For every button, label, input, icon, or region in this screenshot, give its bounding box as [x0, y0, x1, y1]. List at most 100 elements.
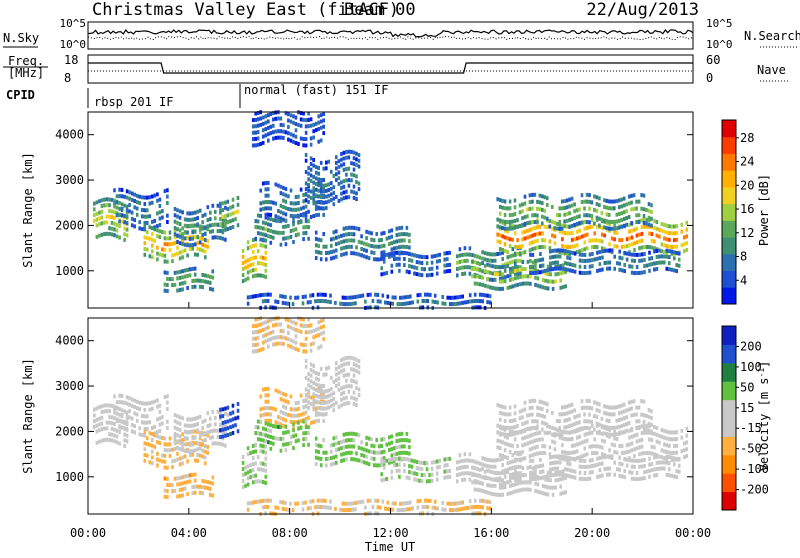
power-heatmap-cells — [93, 110, 689, 310]
power-cell — [528, 248, 532, 253]
velocity-cell — [337, 376, 341, 381]
power-cell — [133, 192, 136, 197]
velocity-cell — [590, 423, 594, 428]
velocity-cell — [613, 472, 616, 477]
power-cell — [254, 225, 257, 229]
velocity-cell — [658, 433, 661, 438]
velocity-cell — [576, 442, 579, 447]
velocity-cell — [357, 370, 361, 375]
velocity-cell — [342, 390, 346, 395]
power-cell — [304, 213, 308, 218]
power-cell — [204, 243, 207, 248]
power-cell — [140, 208, 144, 212]
velocity-cell — [251, 480, 255, 485]
power-cell — [294, 233, 298, 238]
power-cell — [264, 244, 268, 249]
power-cell — [571, 244, 574, 249]
velocity-cell — [105, 403, 109, 408]
velocity-cell — [541, 437, 544, 442]
power-cell — [613, 219, 616, 224]
power-cell — [319, 238, 323, 243]
power-cell — [627, 201, 631, 206]
power-cell — [446, 295, 449, 300]
velocity-cell — [269, 511, 272, 516]
velocity-cell — [148, 431, 152, 436]
velocity-cell — [538, 430, 542, 435]
power-cell — [398, 232, 401, 237]
power-cell — [340, 157, 343, 162]
velocity-cell — [625, 450, 629, 455]
power-cell — [146, 230, 149, 235]
velocity-echo-region — [380, 456, 452, 484]
velocity-cell — [269, 498, 272, 503]
power-cell — [168, 248, 172, 252]
power-cell — [446, 263, 449, 268]
power-cell — [342, 156, 346, 161]
velocity-cell — [670, 457, 674, 462]
velocity-cell — [554, 485, 557, 490]
velocity-cell — [446, 501, 449, 506]
power-cell — [673, 250, 676, 255]
velocity-cell — [269, 418, 273, 423]
power-cell — [601, 249, 604, 254]
velocity-cell — [593, 414, 596, 418]
power-cell — [221, 221, 225, 226]
velocity-cell — [143, 447, 147, 452]
power-cell — [658, 254, 661, 259]
power-cell — [541, 278, 545, 282]
velocity-cell — [325, 372, 328, 377]
power-cell — [635, 206, 638, 211]
velocity-cell — [163, 494, 167, 499]
power-cell — [297, 201, 300, 205]
power-cell — [113, 227, 116, 232]
power-cell — [153, 238, 157, 243]
velocity-cell — [650, 416, 653, 420]
power-cell — [630, 235, 634, 240]
velocity-cell — [576, 456, 579, 461]
velocity-cell — [347, 384, 351, 389]
power-cell — [643, 264, 646, 269]
velocity-cell — [171, 489, 174, 494]
velocity-cell — [548, 425, 552, 429]
velocity-cell — [501, 411, 504, 416]
power-cell — [498, 272, 502, 277]
power-cell — [481, 256, 484, 261]
velocity-cell — [151, 406, 154, 411]
velocity-cell — [314, 376, 318, 381]
velocity-cell — [568, 424, 571, 428]
power-cell — [549, 249, 552, 254]
power-cell — [549, 265, 552, 270]
velocity-cell — [304, 425, 308, 430]
velocity-cell — [675, 475, 678, 480]
velocity-cell — [398, 474, 401, 479]
power-cell — [267, 206, 270, 211]
velocity-cell — [598, 422, 601, 427]
power-cell — [534, 270, 537, 275]
velocity-cell — [221, 420, 225, 425]
velocity-cell — [118, 400, 121, 405]
velocity-cell — [620, 462, 624, 467]
power-cell — [309, 167, 313, 172]
velocity-cell — [128, 409, 131, 413]
power-cell — [188, 273, 192, 278]
power-cell — [598, 250, 602, 254]
velocity-cell — [386, 506, 390, 511]
power-cell — [618, 249, 621, 254]
velocity-cell — [608, 425, 611, 430]
power-cell — [399, 295, 402, 300]
velocity-cell — [571, 469, 574, 473]
power-cell — [204, 279, 207, 284]
velocity-cell — [287, 324, 290, 329]
velocity-cell — [598, 456, 602, 460]
velocity-cell — [319, 389, 323, 394]
velocity-cell — [166, 419, 169, 424]
power-cell — [146, 221, 149, 225]
velocity-cell — [560, 432, 564, 437]
power-cell — [191, 246, 194, 251]
power-cell — [617, 218, 621, 223]
velocity-cell — [503, 405, 507, 410]
velocity-cell — [665, 443, 669, 448]
power-cell — [561, 266, 564, 271]
velocity-cell — [559, 470, 562, 475]
velocity-cell — [365, 435, 368, 440]
